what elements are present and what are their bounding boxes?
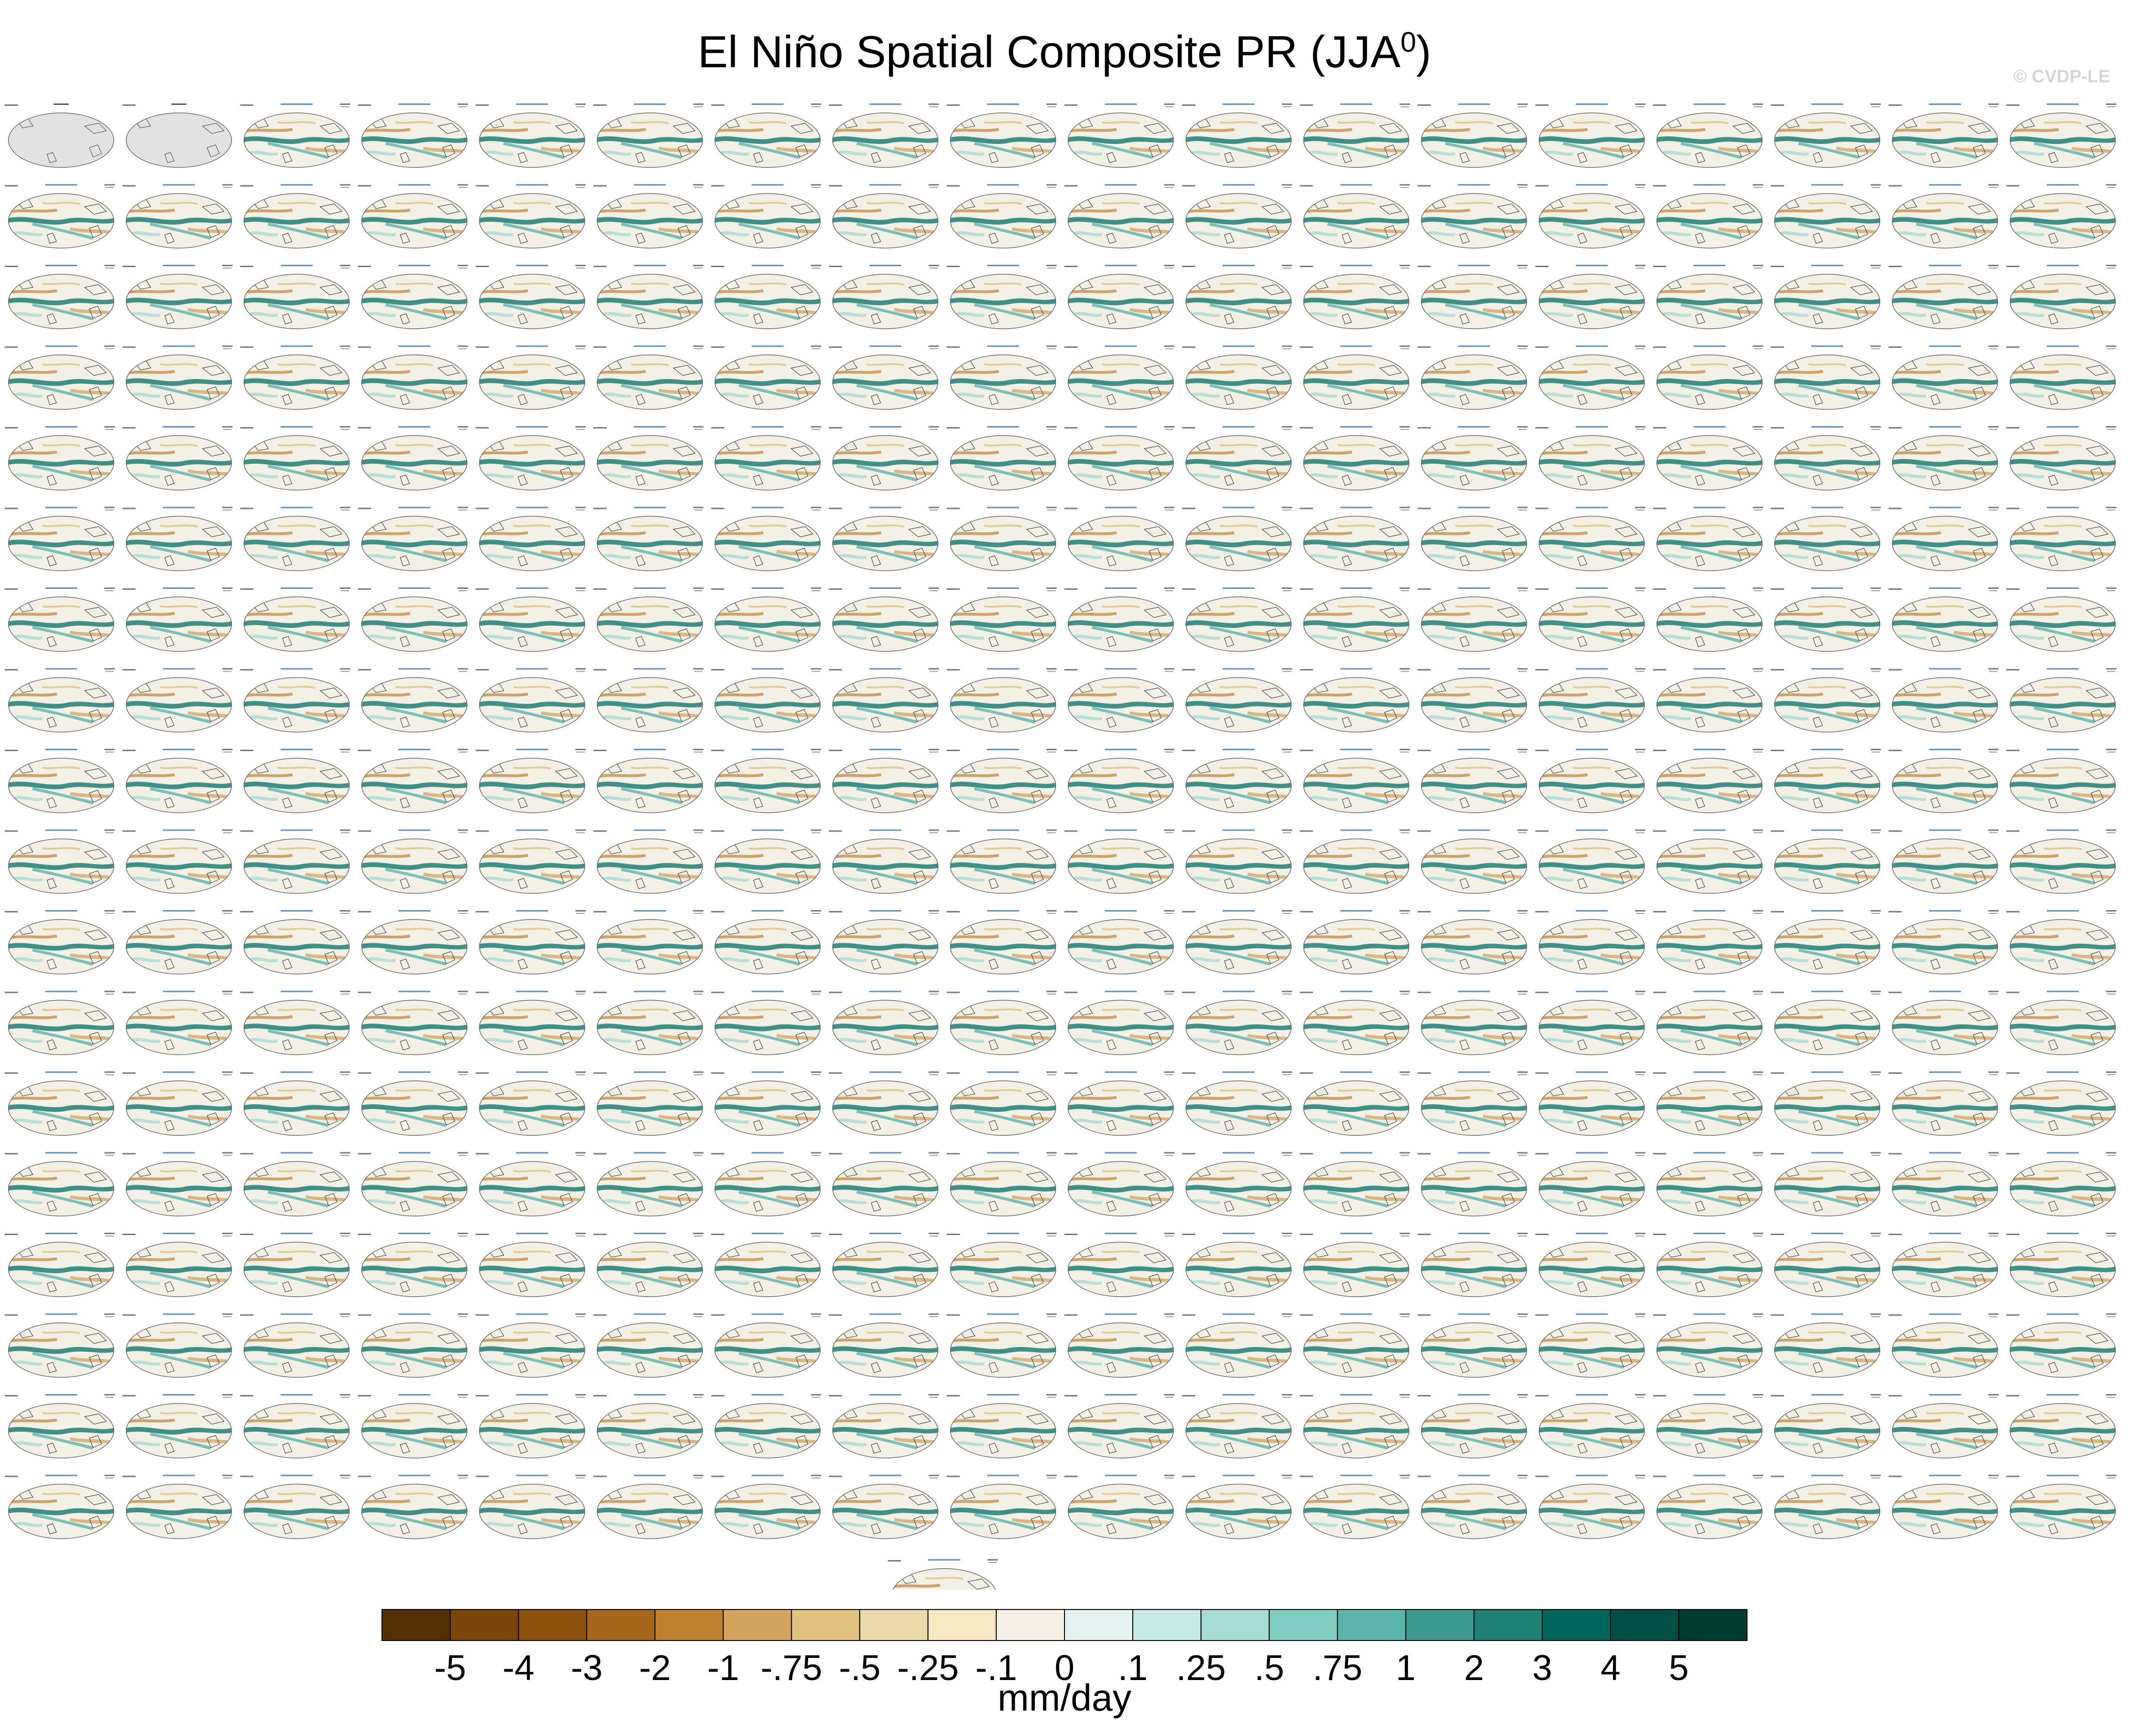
colorbar-tick-label: -4 <box>502 1648 534 1688</box>
colorbar-tick-label: -3 <box>571 1648 603 1688</box>
colorbar-box <box>927 1609 997 1641</box>
colorbar-box <box>1678 1609 1748 1641</box>
colorbar-tick-labels: -5 -4 -3 -2 -1 -.75 -.5 -.25 -.1 0 .1 .25 .5 .75 1 2 3 4 5 <box>434 1648 1689 1688</box>
colorbar-tick-label: 5 <box>1669 1648 1689 1688</box>
page-title: El Niño Spatial Composite PR (JJA0) <box>0 14 2129 80</box>
colorbar-box <box>1610 1609 1679 1641</box>
colorbar-box <box>1064 1609 1134 1641</box>
colorbar-tick-label: .1 <box>1118 1648 1147 1688</box>
colorbar-tick-label: 4 <box>1601 1648 1621 1688</box>
colorbar-boxes <box>381 1609 1748 1641</box>
colorbar-box <box>859 1609 929 1641</box>
colorbar-tick-label: -.75 <box>761 1648 822 1688</box>
colorbar-box <box>723 1609 792 1641</box>
colorbar-box <box>1405 1609 1475 1641</box>
colorbar-box <box>1269 1609 1338 1641</box>
title-close-paren: ) <box>1416 27 1431 77</box>
colorbar-tick-label: -1 <box>707 1648 739 1688</box>
colorbar-box <box>381 1609 451 1641</box>
title-text: El Niño Spatial Composite PR (JJA <box>698 27 1401 77</box>
colorbar-tick-label: -.25 <box>897 1648 959 1688</box>
colorbar-box <box>654 1609 724 1641</box>
colorbar-units: mm/day <box>997 1677 1132 1719</box>
colorbar-box <box>1473 1609 1543 1641</box>
colorbar-tick-label: -2 <box>639 1648 671 1688</box>
colorbar-box <box>586 1609 656 1641</box>
colorbar-box <box>518 1609 588 1641</box>
title-superscript: 0 <box>1400 26 1416 58</box>
colorbar-box <box>791 1609 860 1641</box>
colorbar-tick-label: -5 <box>434 1648 466 1688</box>
colorbar-box <box>1541 1609 1611 1641</box>
colorbar-tick-label: -.1 <box>976 1648 1017 1688</box>
colorbar-box <box>995 1609 1065 1641</box>
colorbar-tick-label: 0 <box>1055 1648 1074 1688</box>
colorbar-tick-label: .75 <box>1313 1648 1363 1688</box>
watermark: © CVDP-LE <box>2013 67 2110 87</box>
colorbar-box <box>450 1609 519 1641</box>
colorbar-box <box>1337 1609 1406 1641</box>
colorbar-tick-label: 1 <box>1396 1648 1415 1688</box>
colorbar-box <box>1132 1609 1202 1641</box>
colorbar-tick-label: .5 <box>1255 1648 1284 1688</box>
colorbar-tick-label: -.5 <box>839 1648 881 1688</box>
colorbar-tick-label: 3 <box>1533 1648 1552 1688</box>
colorbar-tick-label: .25 <box>1176 1648 1226 1688</box>
colorbar-tick-label: 2 <box>1464 1648 1484 1688</box>
colorbar-box <box>1200 1609 1270 1641</box>
